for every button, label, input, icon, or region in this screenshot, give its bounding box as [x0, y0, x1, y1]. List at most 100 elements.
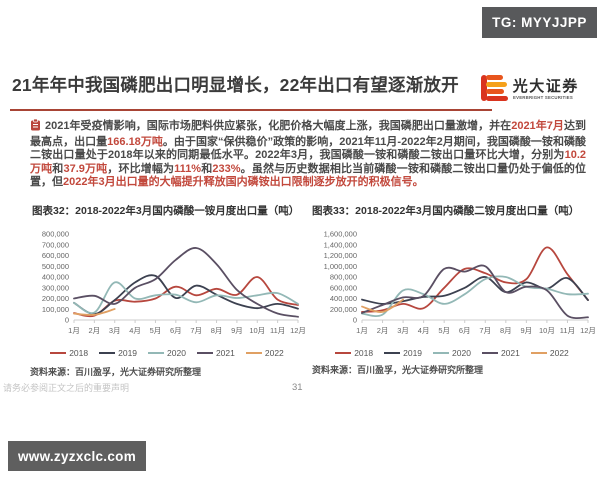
summary-paragraph-text: 2021年受疫情影响，国际市场肥料供应紧张，化肥价格大幅度上涨，我国磷肥出口量激…	[30, 120, 586, 188]
series-line-2022	[73, 308, 116, 316]
y-axis-label: 400,000	[330, 294, 357, 303]
y-axis-label: 700,000	[42, 240, 69, 249]
x-axis-label: 1月	[356, 326, 368, 335]
map-monthly-export-chart: 0 100,000 200,000 300,000 400,000 500,000 600,…	[28, 220, 306, 359]
legend-item-2019: 2019	[384, 348, 422, 358]
everbright-logo-text: 光大证券 EVERBRIGHT SECURITIES	[513, 75, 596, 102]
y-axis-label: 200,000	[330, 305, 357, 314]
x-axis-label: 10月	[539, 326, 555, 335]
y-axis-label: 100,000	[42, 305, 69, 314]
x-axis-label: 9月	[231, 326, 243, 335]
source-note-left: 资料来源：百川盈孚，光大证券研究所整理	[30, 367, 202, 377]
summary-paragraph: 2021年受疫情影响，国际市场肥料供应紧张，化肥价格大幅度上涨，我国磷肥出口量激…	[30, 118, 586, 190]
legend-item-2022: 2022	[530, 348, 569, 358]
body-text: 2021年受疫情影响，国际市场肥料供应紧张，化肥价格大幅度上涨，我国磷肥出口量激…	[45, 120, 512, 132]
highlighted-text: 37.9万吨	[63, 162, 108, 175]
series-line-2020	[361, 275, 589, 318]
chart-right-caption: 图表33：2018-2022年3月国内磷酸二铵月度出口量（吨）	[312, 205, 580, 217]
page-title: 21年年中我国磷肥出口明显增长，22年出口有望逐渐放开	[12, 75, 459, 95]
legend-label: 2020	[167, 348, 186, 358]
highlighted-text: 166.18万吨	[107, 135, 163, 148]
dap-monthly-export-chart: 0 200,000 400,000 600,000 800,000 1,000,000 1,…	[308, 220, 596, 359]
chart-legend: 2018 2019 2020 2021 2022	[308, 348, 596, 358]
y-axis-label: 1,600,000	[324, 230, 357, 239]
y-axis-label: 0	[65, 316, 69, 325]
source-note-right: 资料来源：百川盈孚，光大证券研究所整理	[312, 365, 484, 375]
x-axis-label: 10月	[249, 326, 265, 335]
x-axis-label: 9月	[521, 326, 533, 335]
x-axis-label: 8月	[500, 326, 512, 335]
legend-label: 2019	[118, 348, 138, 358]
y-axis-label: 200,000	[42, 294, 69, 303]
y-axis-label: 800,000	[42, 230, 69, 239]
x-axis-label: 4月	[129, 326, 141, 335]
highlighted-text: 2021年7月	[511, 120, 564, 132]
legend-line-swatch	[196, 352, 213, 354]
series-line-2021	[73, 247, 299, 318]
highlighted-text: 10.2万吨	[30, 149, 586, 175]
y-axis-label: 0	[353, 316, 357, 325]
footer-disclaimer: 请务必参阅正文之后的重要声明	[3, 383, 130, 393]
legend-item-2019: 2019	[99, 348, 137, 358]
legend-label: 2021	[215, 348, 235, 358]
legend-item-2020: 2020	[148, 348, 186, 358]
y-axis-label: 800,000	[330, 273, 357, 282]
site-watermark-badge: www.zyzxclc.com	[8, 441, 146, 471]
y-axis-label: 1,000,000	[324, 262, 357, 271]
x-axis-label: 3月	[397, 326, 409, 335]
legend-label: 2018	[354, 348, 374, 358]
highlighted-text: 233%	[212, 162, 241, 175]
x-axis-label: 2月	[377, 326, 389, 335]
legend-label: 2021	[500, 348, 520, 358]
legend-line-swatch	[50, 352, 67, 354]
legend-item-2021: 2021	[196, 348, 235, 358]
page-number: 31	[292, 382, 303, 393]
y-axis-label: 300,000	[42, 283, 69, 292]
telegram-watermark-badge: TG: MYYJJPP	[482, 7, 597, 38]
series-line-2019	[73, 274, 299, 315]
x-axis-label: 11月	[270, 326, 285, 335]
everbright-logo-icon	[480, 75, 508, 101]
x-axis-label: 7月	[479, 326, 491, 335]
legend-label: 2018	[69, 348, 89, 358]
y-axis-label: 500,000	[42, 262, 69, 271]
body-text: ，环比增幅为	[107, 162, 175, 175]
y-axis-label: 400,000	[42, 273, 69, 282]
legend-line-swatch	[99, 352, 116, 354]
x-axis-label: 6月	[459, 326, 471, 335]
everbright-logo: 光大证券 EVERBRIGHT SECURITIES	[480, 74, 596, 102]
legend-label: 2022	[549, 348, 569, 358]
y-axis-label: 1,200,000	[324, 251, 357, 260]
x-axis-label: 12月	[290, 326, 306, 335]
series-line-2018	[73, 276, 299, 318]
x-axis-label: 5月	[438, 326, 450, 335]
legend-line-swatch	[245, 352, 262, 354]
body-text: 。虽然与历史数据相比当前磷酸一铵和磷酸二铵出口量仍处于偏低的位置，但	[30, 162, 587, 189]
legend-item-2021: 2021	[481, 348, 520, 358]
x-axis-label: 2月	[89, 326, 101, 335]
series-line-2018	[361, 246, 589, 313]
logo-name-cn: 光大证券	[512, 77, 579, 95]
x-axis-label: 4月	[418, 326, 430, 335]
highlighted-text: 111%	[174, 162, 202, 175]
x-axis-label: 3月	[109, 326, 121, 335]
legend-item-2018: 2018	[335, 348, 373, 358]
y-axis-label: 1,400,000	[324, 240, 357, 249]
legend-line-swatch	[481, 352, 498, 354]
legend-line-swatch	[433, 352, 450, 354]
legend-line-swatch	[148, 352, 165, 354]
y-axis-label: 600,000	[42, 251, 69, 260]
chart-legend: 2018 2019 2020 2021 2022	[28, 348, 306, 358]
clipboard-icon	[30, 118, 41, 136]
legend-label: 2022	[264, 348, 284, 358]
legend-item-2020: 2020	[433, 348, 471, 358]
legend-item-2022: 2022	[245, 348, 284, 358]
series-line-2021	[361, 264, 589, 320]
chart-left-caption: 图表32：2018-2022年3月国内磷酸一铵月度出口量（吨）	[32, 205, 300, 217]
logo-name-en: EVERBRIGHT SECURITIES	[512, 95, 573, 100]
body-text: 和	[52, 162, 64, 175]
x-axis-label: 1月	[68, 326, 80, 335]
